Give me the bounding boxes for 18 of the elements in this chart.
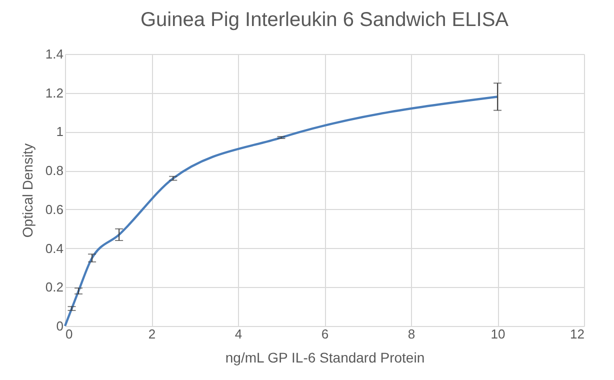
y-tick-label: 0.8 [45,163,64,178]
y-tick-label: 1.2 [45,85,64,100]
y-axis-title: Optical Density [19,143,36,238]
y-tick-label: 1.4 [45,46,64,62]
x-tick-label: 4 [234,326,242,342]
y-tick-label: 1 [56,124,64,140]
x-tick-label: 8 [408,326,416,342]
x-tick-label: 12 [570,326,584,342]
x-tick-label: 0 [66,326,73,342]
x-tick-label: 6 [321,326,329,342]
x-tick-label: 2 [148,326,156,342]
chart-title: Guinea Pig Interleukin 6 Sandwich ELISA [140,9,510,31]
x-tick-label: 10 [490,326,506,342]
y-tick-label: 0.6 [45,202,64,217]
x-axis-title: ng/mL GP IL-6 Standard Protein [225,350,425,366]
y-tick-label: 0.4 [45,240,64,256]
y-tick-label: 0.2 [45,280,64,295]
line-series [64,96,499,328]
